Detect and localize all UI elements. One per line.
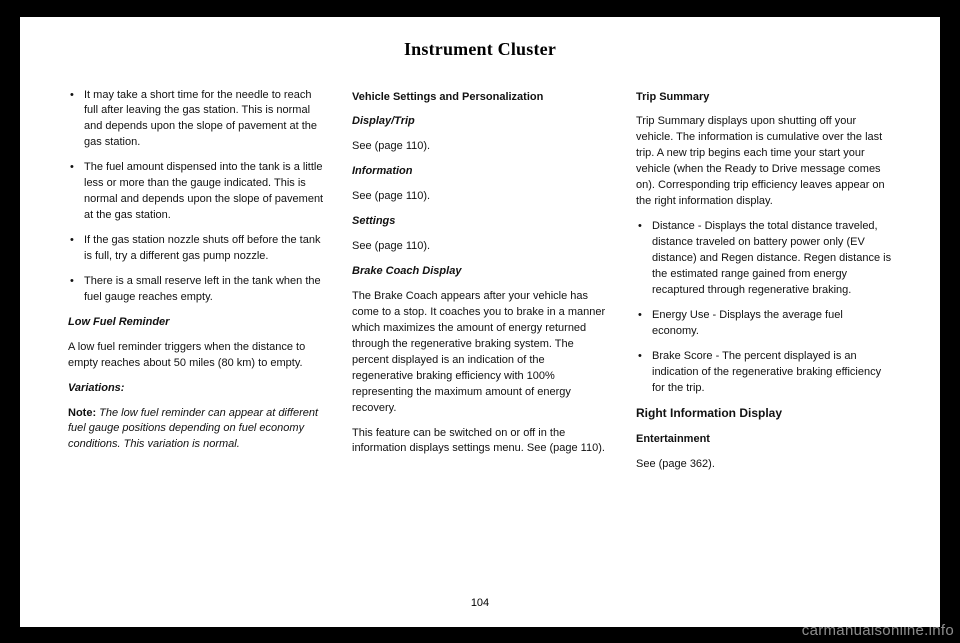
list-item: The fuel amount dispensed into the tank … xyxy=(68,160,324,224)
entertainment-body: See (page 362). xyxy=(636,457,892,473)
chapter-title: Instrument Cluster xyxy=(68,39,892,60)
right-info-heading: Right Information Display xyxy=(636,405,892,422)
trip-bullet-list: Distance - Displays the total distance t… xyxy=(636,219,892,396)
list-item: There is a small reserve left in the tan… xyxy=(68,274,324,306)
brake-coach-heading: Brake Coach Display xyxy=(352,264,608,280)
settings-heading: Settings xyxy=(352,214,608,230)
note-label: Note: xyxy=(68,407,96,419)
low-fuel-body: A low fuel reminder triggers when the di… xyxy=(68,340,324,372)
list-item: Energy Use - Displays the average fuel e… xyxy=(636,308,892,340)
variations-heading: Variations: xyxy=(68,381,324,397)
content-columns: It may take a short time for the needle … xyxy=(68,88,892,591)
list-item: Distance - Displays the total distance t… xyxy=(636,219,892,299)
vsp-heading: Vehicle Settings and Personalization xyxy=(352,90,608,106)
information-body: See (page 110). xyxy=(352,189,608,205)
brake-coach-body-2: This feature can be switched on or off i… xyxy=(352,426,608,458)
trip-summary-heading: Trip Summary xyxy=(636,90,892,106)
watermark-text: carmanualsonline.info xyxy=(802,622,954,639)
list-item: Brake Score - The percent displayed is a… xyxy=(636,349,892,397)
column-3: Trip Summary Trip Summary displays upon … xyxy=(636,88,892,591)
brake-coach-body-1: The Brake Coach appears after your vehic… xyxy=(352,289,608,417)
low-fuel-heading: Low Fuel Reminder xyxy=(68,315,324,331)
display-trip-heading: Display/Trip xyxy=(352,114,608,130)
fuel-bullet-list: It may take a short time for the needle … xyxy=(68,88,324,306)
list-item: If the gas station nozzle shuts off befo… xyxy=(68,233,324,265)
column-1: It may take a short time for the needle … xyxy=(68,88,324,591)
manual-page: Instrument Cluster It may take a short t… xyxy=(20,17,940,627)
note-body: The low fuel reminder can appear at diff… xyxy=(68,407,318,451)
information-heading: Information xyxy=(352,164,608,180)
trip-summary-body: Trip Summary displays upon shutting off … xyxy=(636,114,892,210)
column-2: Vehicle Settings and Personalization Dis… xyxy=(352,88,608,591)
list-item: It may take a short time for the needle … xyxy=(68,88,324,152)
entertainment-heading: Entertainment xyxy=(636,432,892,448)
page-number: 104 xyxy=(68,597,892,609)
display-trip-body: See (page 110). xyxy=(352,139,608,155)
note-paragraph: Note: The low fuel reminder can appear a… xyxy=(68,406,324,454)
settings-body: See (page 110). xyxy=(352,239,608,255)
